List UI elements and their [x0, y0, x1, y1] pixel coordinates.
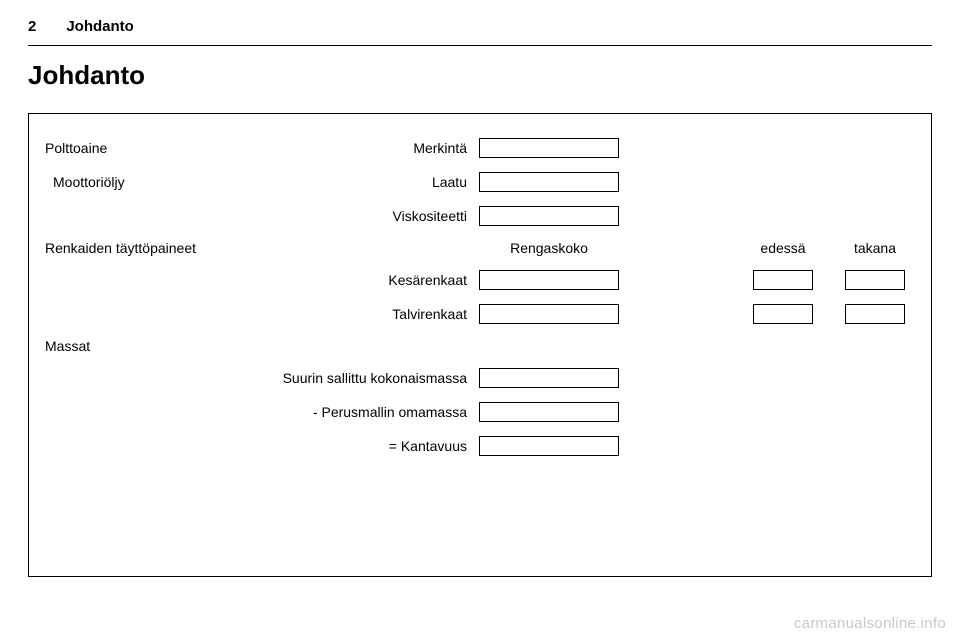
max-mass-input[interactable]	[479, 368, 619, 388]
summer-size-input[interactable]	[479, 270, 619, 290]
winter-size-input[interactable]	[479, 304, 619, 324]
winter-rear-input[interactable]	[845, 304, 905, 324]
watermark: carmanualsonline.info	[794, 615, 946, 632]
summer-tires-label: Kesärenkaat	[257, 272, 467, 288]
page-number: 2	[28, 18, 36, 35]
header-divider	[28, 45, 932, 46]
summer-rear-input[interactable]	[845, 270, 905, 290]
winter-front-input[interactable]	[753, 304, 813, 324]
oil-quality-input[interactable]	[479, 172, 619, 192]
tire-size-header: Rengaskoko	[479, 240, 619, 256]
fuel-label: Polttoaine	[45, 140, 245, 156]
capacity-label: = Kantavuus	[257, 438, 467, 454]
form-container: Polttoaine Merkintä Moottoriöljy Laatu V…	[28, 113, 932, 577]
oil-quality-label: Laatu	[257, 174, 467, 190]
summer-front-input[interactable]	[753, 270, 813, 290]
tires-label: Renkaiden täyttöpaineet	[45, 240, 245, 256]
fuel-field-label: Merkintä	[257, 140, 467, 156]
oil-label: Moottoriöljy	[45, 174, 245, 190]
tire-rear-header: takana	[835, 240, 915, 256]
fuel-input[interactable]	[479, 138, 619, 158]
capacity-input[interactable]	[479, 436, 619, 456]
max-mass-label: Suurin sallittu kokonaismassa	[257, 370, 467, 386]
oil-viscosity-label: Viskositeetti	[257, 208, 467, 224]
mass-label: Massat	[45, 338, 245, 354]
oil-viscosity-input[interactable]	[479, 206, 619, 226]
main-title: Johdanto	[28, 60, 932, 91]
header-section-title: Johdanto	[66, 18, 134, 35]
base-mass-input[interactable]	[479, 402, 619, 422]
tire-front-header: edessä	[743, 240, 823, 256]
base-mass-label: - Perusmallin omamassa	[257, 404, 467, 420]
page-header: 2 Johdanto	[28, 18, 932, 35]
winter-tires-label: Talvirenkaat	[257, 306, 467, 322]
